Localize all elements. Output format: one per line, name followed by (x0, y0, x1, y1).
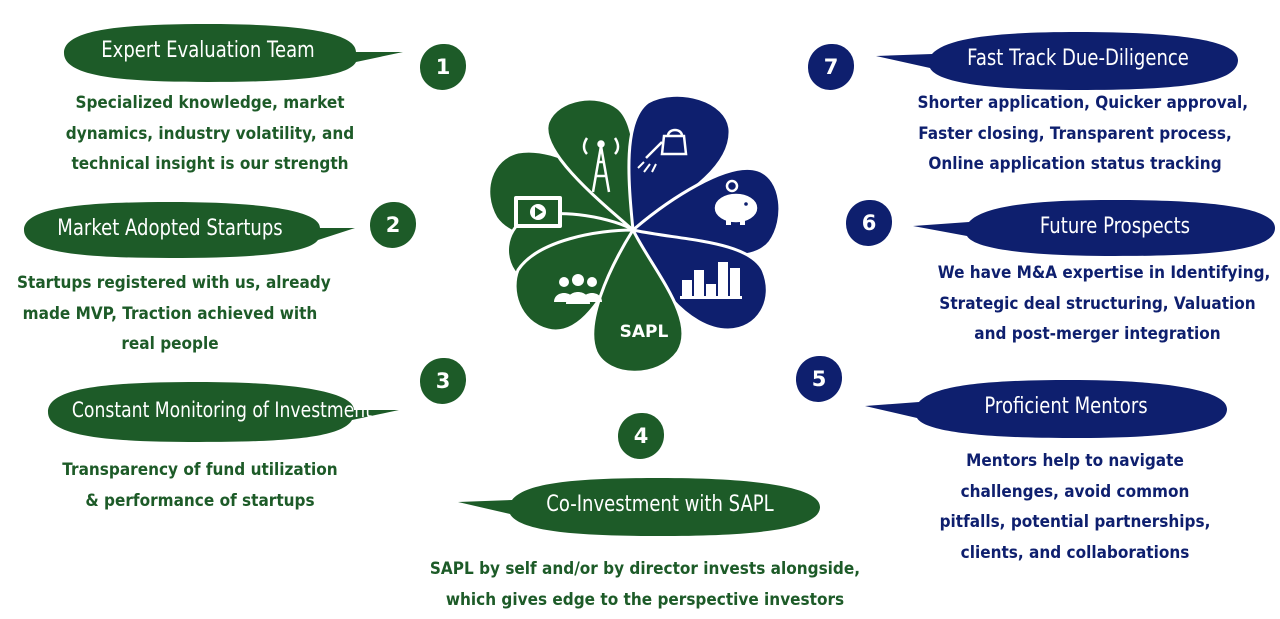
item-2-title-bubble: Market Adopted Startups (20, 200, 355, 260)
item-3-title-bubble: Constant Monitoring of Investment (44, 380, 399, 444)
sapl-flower-diagram: SAPL (487, 93, 782, 374)
item-4-line-2: which gives edge to the perspective inve… (445, 589, 845, 610)
piggy-bank-icon (714, 179, 758, 225)
item-1-line-2: dynamics, industry volatility, and (65, 123, 355, 144)
item-5-line-1: Mentors help to navigate (966, 451, 1184, 471)
item-7-line-2: Faster closing, Transparent process, (918, 123, 1232, 144)
item-3-line-1: Transparency of fund utilization (62, 460, 338, 480)
item-5-line-3: pitfalls, potential partnerships, (939, 512, 1211, 532)
item-2-title: Market Adopted Startups (57, 216, 283, 241)
item-7-number-badge: 7 (808, 44, 854, 90)
item-6-line-1: We have M&A expertise in Identifying, (937, 263, 1271, 283)
item-4-line-1: SAPL by self and/or by director invests … (429, 559, 861, 579)
item-1-line-1: Specialized knowledge, market (75, 93, 345, 113)
item-4-number-badge: 4 (618, 413, 664, 459)
item-1-line-3: technical insight is our strength (71, 154, 349, 174)
item-2-description: Startups registered with us, already mad… (17, 268, 331, 360)
item-6-line-2: Strategic deal structuring, Valuation (939, 293, 1256, 314)
item-3-line-2: & performance of startups (85, 490, 315, 511)
item-5-line-4: clients, and collaborations (960, 542, 1190, 563)
item-6-title-bubble: Future Prospects (913, 198, 1275, 258)
item-2-line-3: real people (121, 334, 219, 354)
item-3-description: Transparency of fund utilization & perfo… (56, 455, 344, 516)
item-7-line-3: Online application status tracking (928, 154, 1222, 174)
item-1-description: Specialized knowledge, market dynamics, … (57, 88, 363, 180)
item-6-number-badge: 6 (846, 200, 892, 246)
watering-can-icon (637, 128, 688, 173)
item-5-title: Proficient Mentors (984, 394, 1148, 419)
item-3-number-badge: 3 (420, 358, 466, 404)
item-4-title-bubble: Co-Investment with SAPL (458, 476, 820, 538)
item-6-description: We have M&A expertise in Identifying, St… (937, 258, 1271, 350)
item-3-title: Constant Monitoring of Investment (71, 398, 372, 422)
bar-chart-icon (680, 262, 742, 299)
item-4-description: SAPL by self and/or by director invests … (425, 554, 866, 615)
item-4-title: Co-Investment with SAPL (546, 492, 774, 517)
petal-sapl (591, 226, 685, 374)
item-2-number-badge: 2 (370, 202, 416, 248)
item-6-title: Future Prospects (1039, 214, 1191, 239)
antenna-tower-icon (582, 137, 620, 193)
item-7-line-1: Shorter application, Quicker approval, (917, 93, 1249, 113)
video-play-icon (514, 196, 562, 228)
item-1-number-badge: 1 (420, 44, 466, 90)
item-6-line-3: and post-merger integration (974, 324, 1221, 344)
item-5-line-2: challenges, avoid common (960, 481, 1190, 502)
item-5-number-badge: 5 (796, 356, 842, 402)
team-people-icon (554, 274, 602, 304)
item-7-title: Fast Track Due-Diligence (967, 46, 1189, 71)
sapl-center-label: SAPL (620, 322, 669, 342)
item-5-description: Mentors help to navigate challenges, avo… (931, 446, 1219, 568)
item-2-line-1: Startups registered with us, already (17, 273, 331, 293)
item-2-line-2: made MVP, Traction achieved with (22, 303, 318, 324)
item-1-title-bubble: Expert Evaluation Team (58, 22, 403, 84)
item-7-title-bubble: Fast Track Due-Diligence (876, 30, 1238, 92)
item-1-title: Expert Evaluation Team (101, 38, 315, 63)
item-7-description: Shorter application, Quicker approval, F… (917, 88, 1249, 180)
item-5-title-bubble: Proficient Mentors (865, 378, 1227, 440)
